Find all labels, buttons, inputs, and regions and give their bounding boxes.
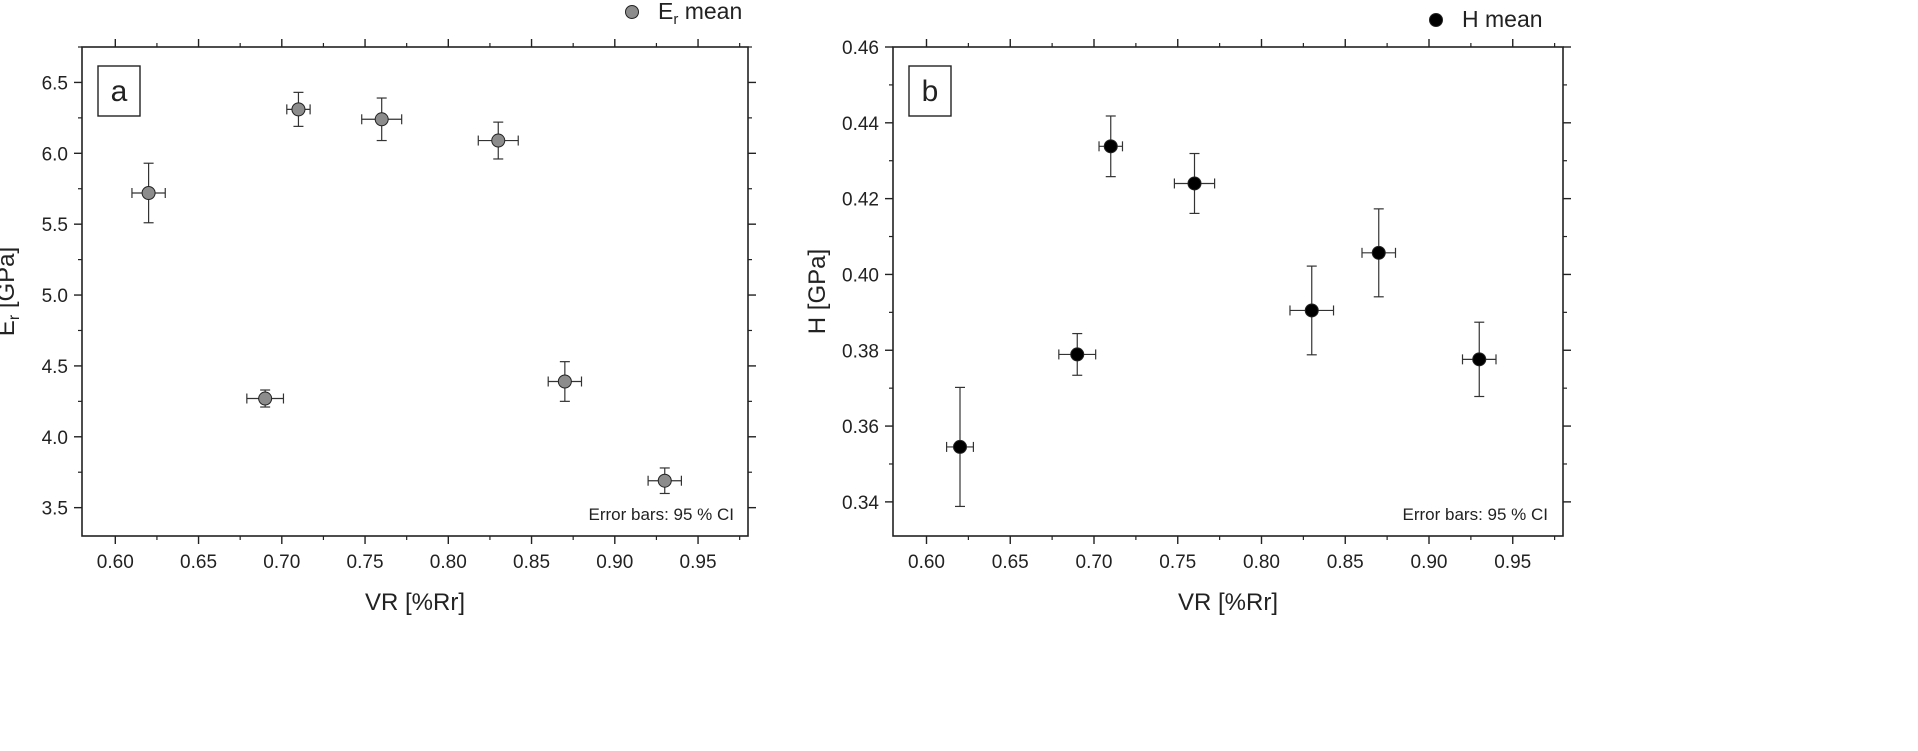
data-marker: [953, 439, 967, 454]
legend: Er mean: [625, 0, 742, 28]
x-tick-label: 0.75: [1159, 552, 1196, 573]
data-point: [131, 162, 166, 224]
data-point: [246, 389, 285, 408]
data-marker: [557, 374, 572, 389]
y-tick-label: 0.40: [842, 265, 879, 286]
data-point: [547, 361, 583, 402]
x-tick-label: 0.70: [263, 552, 300, 573]
chart-panel-b: 0.60 0.65 0.70 0.75 0.80 0.85 0.90 0.95 0.34 0.36…: [804, 6, 1571, 616]
legend: H mean: [1429, 6, 1543, 32]
x-tick-label: 0.65: [992, 552, 1029, 573]
panel-label: b: [922, 75, 939, 108]
x-axis-title: VR [%Rr]: [365, 589, 465, 616]
data-marker: [1070, 347, 1085, 362]
y-tick-label: 0.36: [842, 417, 879, 438]
legend-label: Er mean: [658, 0, 742, 28]
x-tick-label: 0.85: [1327, 552, 1364, 573]
error-bar-note: Error bars: 95 % CI: [1403, 505, 1549, 524]
data-marker: [1187, 176, 1202, 191]
y-tick-label: 4.5: [42, 357, 68, 378]
data-point: [361, 97, 403, 142]
y-tick-label: 0.42: [842, 190, 879, 211]
data-marker: [141, 185, 156, 200]
data-point: [1173, 152, 1216, 215]
data-point: [1461, 321, 1497, 398]
plot-frame: [81, 46, 749, 537]
y-tick-label: 0.44: [842, 114, 879, 135]
data-point: [945, 386, 975, 508]
y-tick-label: 0.34: [842, 493, 879, 514]
data-point: [647, 467, 683, 495]
data-point: [1098, 115, 1124, 178]
data-marker: [491, 133, 506, 148]
y-tick-label: 4.0: [42, 428, 68, 449]
x-tick-label: 0.95: [680, 552, 717, 573]
data-marker: [1472, 352, 1487, 367]
panel-label: a: [111, 75, 128, 108]
x-tick-label: 0.70: [1076, 552, 1113, 573]
data-marker: [374, 112, 389, 127]
x-tick-label: 0.60: [908, 552, 945, 573]
x-tick-label: 0.90: [1411, 552, 1448, 573]
y-tick-label: 5.5: [42, 215, 68, 236]
y-axis-title: Er [GPa]: [0, 247, 23, 336]
data-marker: [291, 102, 306, 117]
x-tick-label: 0.60: [97, 552, 134, 573]
y-tick-label: 0.38: [842, 341, 879, 362]
x-tick-label: 0.90: [596, 552, 633, 573]
legend-marker: [1429, 13, 1443, 27]
x-tick-label: 0.75: [347, 552, 384, 573]
legend-marker: [625, 5, 639, 19]
panel-label-box: [97, 65, 141, 117]
data-point: [477, 121, 519, 160]
data-marker: [657, 473, 672, 488]
legend-label: H mean: [1462, 6, 1543, 32]
x-tick-label: 0.80: [430, 552, 467, 573]
x-tick-label: 0.85: [513, 552, 550, 573]
y-tick-label: 6.5: [42, 73, 68, 94]
x-tick-label: 0.80: [1243, 552, 1280, 573]
y-tick-label: 5.0: [42, 286, 68, 307]
data-marker: [1304, 303, 1319, 318]
data-point: [286, 91, 311, 127]
x-tick-label: 0.95: [1494, 552, 1531, 573]
data-marker: [1371, 245, 1386, 260]
y-tick-label: 3.5: [42, 499, 68, 520]
data-point: [1058, 332, 1097, 376]
x-axis-title: VR [%Rr]: [1178, 589, 1278, 616]
y-tick-label: 6.0: [42, 144, 68, 165]
chart-panel-a: 0.60 0.65 0.70 0.75 0.80 0.85 0.90 0.95 3.5 4.0 4.…: [0, 0, 756, 616]
panel-label-box: [908, 65, 952, 117]
plot-frame: [892, 46, 1564, 537]
y-tick-label: 0.46: [842, 38, 879, 59]
y-axis-title: H [GPa]: [804, 249, 831, 334]
x-tick-label: 0.65: [180, 552, 217, 573]
data-point: [1361, 208, 1397, 298]
data-point: [1289, 265, 1335, 356]
data-marker: [1103, 139, 1118, 154]
error-bar-note: Error bars: 95 % CI: [589, 505, 735, 524]
data-marker: [258, 391, 273, 406]
